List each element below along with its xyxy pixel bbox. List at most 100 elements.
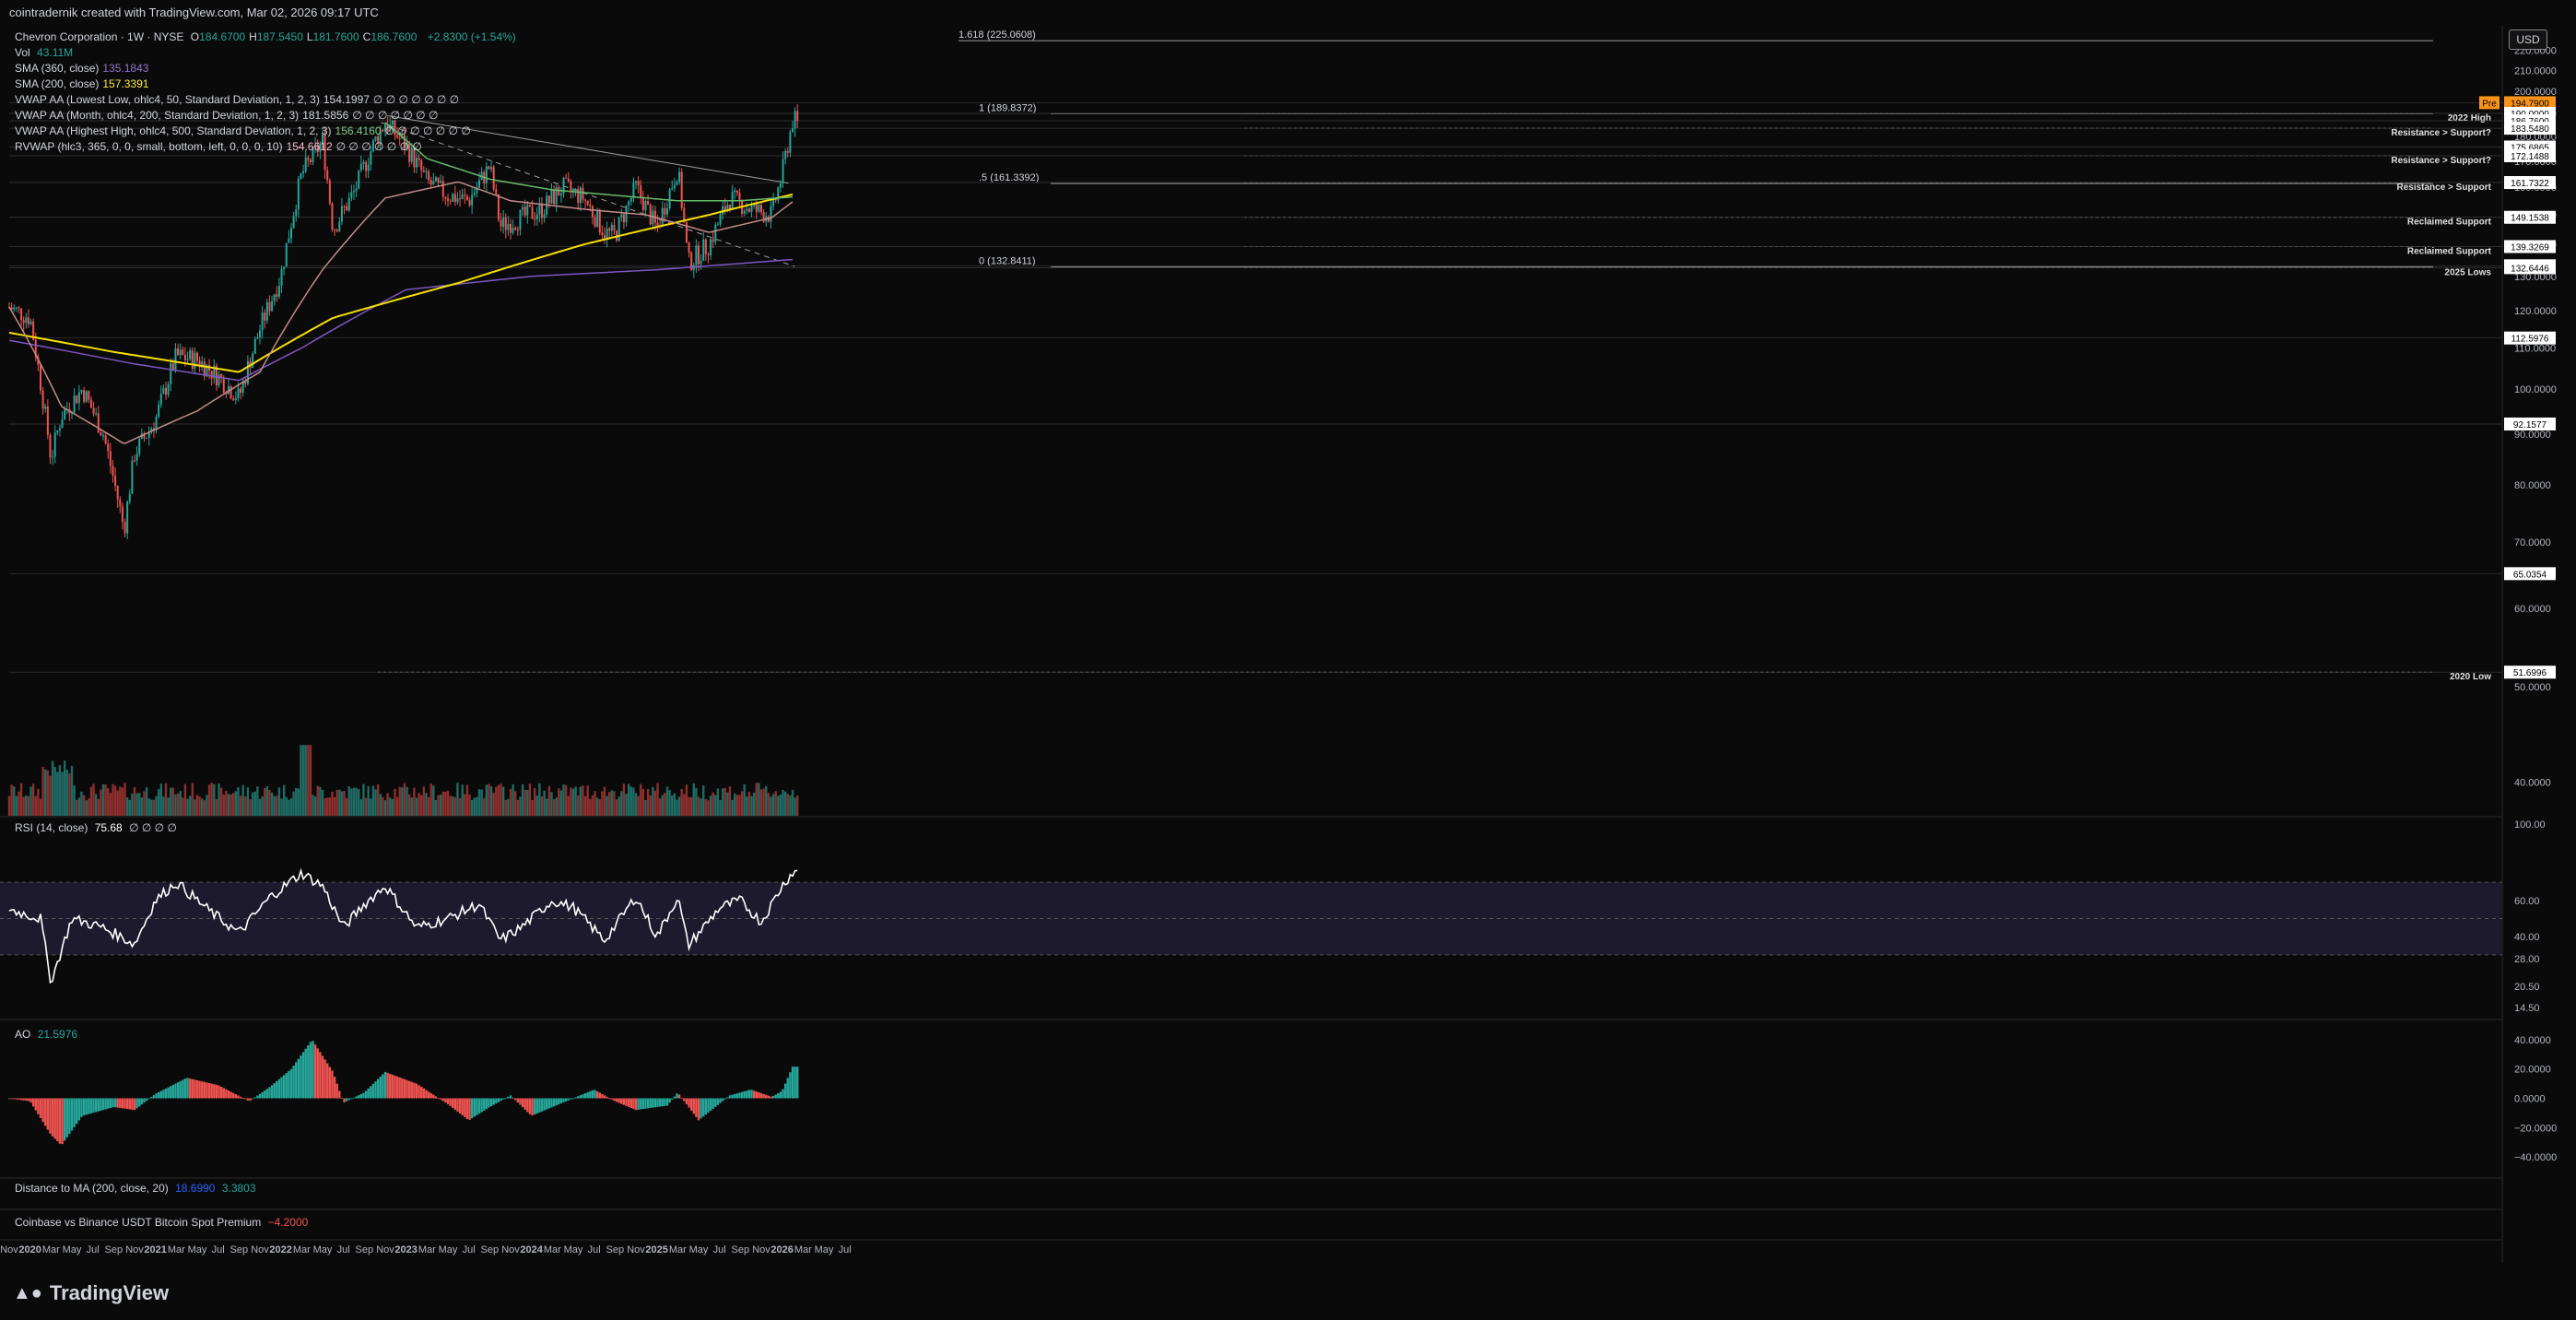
candle-body[interactable] [453, 194, 456, 203]
candle-body[interactable] [109, 451, 112, 466]
distance-ma-label[interactable]: Distance to MA (200, close, 20) [15, 1182, 169, 1195]
candle-body[interactable] [601, 232, 604, 236]
candle-body[interactable] [97, 413, 100, 433]
candle-body[interactable] [574, 188, 577, 190]
candle-body[interactable] [434, 177, 437, 182]
candle-body[interactable] [213, 365, 216, 379]
candle-body[interactable] [628, 201, 630, 206]
candle-body[interactable] [112, 466, 114, 477]
price-axis[interactable]: 220.0000210.0000200.0000190.0000180.0000… [2479, 46, 2557, 789]
candle-body[interactable] [326, 170, 329, 181]
candle-body[interactable] [346, 206, 348, 211]
candle-body[interactable] [194, 352, 196, 370]
candle-body[interactable] [374, 136, 377, 141]
candle-body[interactable] [680, 171, 683, 208]
candle-body[interactable] [792, 128, 794, 133]
candle-body[interactable] [386, 124, 389, 132]
candle-body[interactable] [620, 214, 623, 218]
candle-body[interactable] [268, 301, 271, 312]
candle-body[interactable] [196, 352, 198, 361]
candle-body[interactable] [604, 235, 606, 240]
candle-body[interactable] [750, 206, 753, 212]
candle-body[interactable] [124, 522, 126, 534]
candle-body[interactable] [666, 208, 668, 215]
price-tag[interactable] [2504, 122, 2556, 136]
price-tag[interactable] [2504, 261, 2556, 275]
candle-body[interactable] [471, 194, 474, 206]
candle-body[interactable] [538, 203, 541, 215]
candle-body[interactable] [572, 189, 574, 192]
candle-body[interactable] [116, 486, 119, 500]
candle-body[interactable] [297, 178, 300, 210]
candle-body[interactable] [644, 200, 647, 211]
candle-body[interactable] [465, 195, 468, 200]
candle-body[interactable] [425, 171, 428, 172]
candle-body[interactable] [27, 317, 29, 324]
candle-body[interactable] [647, 200, 650, 206]
candle-body[interactable] [135, 454, 138, 461]
candle-body[interactable] [656, 222, 659, 226]
rsi-label[interactable]: RSI (14, close) [15, 821, 88, 834]
candle-body[interactable] [32, 321, 35, 340]
candle-body[interactable] [201, 361, 204, 368]
candle-body[interactable] [606, 229, 608, 240]
candle-body[interactable] [649, 205, 652, 225]
candle-body[interactable] [543, 214, 546, 218]
candle-body[interactable] [73, 395, 76, 413]
candle-body[interactable] [492, 167, 495, 190]
candle-body[interactable] [683, 207, 686, 223]
price-tag[interactable] [2504, 96, 2556, 110]
candle-body[interactable] [570, 181, 572, 192]
candle-body[interactable] [309, 159, 312, 163]
candle-body[interactable] [743, 210, 746, 214]
candle-body[interactable] [314, 145, 317, 147]
candle-body[interactable] [261, 312, 264, 331]
candle-body[interactable] [594, 217, 596, 227]
candle-body[interactable] [83, 390, 86, 402]
candle-body[interactable] [34, 339, 37, 358]
candle-body[interactable] [215, 365, 218, 386]
candle-body[interactable] [52, 456, 54, 458]
candle-body[interactable] [316, 145, 319, 152]
candle-body[interactable] [41, 390, 44, 409]
candle-body[interactable] [541, 203, 543, 218]
indicator-row[interactable]: VWAP AA (Month, ohlc4, 200, Standard Dev… [15, 108, 520, 124]
candle-body[interactable] [676, 182, 678, 185]
candle-body[interactable] [92, 407, 95, 414]
candle-body[interactable] [747, 208, 750, 212]
candle-body[interactable] [85, 391, 88, 402]
candle-body[interactable] [162, 387, 165, 395]
candle-body[interactable] [288, 238, 290, 243]
candle-body[interactable] [256, 337, 259, 339]
candle-body[interactable] [403, 135, 406, 149]
candle-body[interactable] [232, 398, 235, 401]
candle-body[interactable] [362, 161, 365, 164]
indicator-row[interactable]: RVWAP (hlc3, 365, 0, 0, small, bottom, l… [15, 139, 520, 155]
candle-body[interactable] [277, 285, 280, 297]
candle-body[interactable] [285, 242, 288, 267]
candle-body[interactable] [716, 224, 719, 226]
candle-body[interactable] [358, 170, 360, 189]
candle-body[interactable] [158, 404, 160, 418]
candle-body[interactable] [186, 359, 189, 360]
candle-body[interactable] [391, 120, 394, 125]
candle-body[interactable] [10, 307, 13, 310]
candle-body[interactable] [772, 197, 775, 206]
candle-body[interactable] [384, 124, 386, 132]
candle-body[interactable] [710, 239, 712, 256]
candle-body[interactable] [246, 360, 249, 384]
candle-body[interactable] [702, 239, 705, 262]
candle-body[interactable] [500, 219, 502, 227]
candle-body[interactable] [722, 206, 724, 215]
candle-body[interactable] [786, 150, 789, 153]
candle-body[interactable] [241, 381, 244, 393]
candle-body[interactable] [353, 191, 355, 193]
symbol-name[interactable]: Chevron Corporation · 1W · NYSE [15, 30, 184, 43]
candle-body[interactable] [690, 253, 693, 270]
candle-body[interactable] [100, 432, 102, 436]
candle-body[interactable] [779, 183, 782, 188]
candle-body[interactable] [685, 222, 688, 243]
candle-body[interactable] [770, 206, 772, 222]
indicator-row[interactable]: SMA (360, close) 135.1843 [15, 61, 520, 77]
descending-trendline-dashed[interactable] [381, 122, 795, 267]
